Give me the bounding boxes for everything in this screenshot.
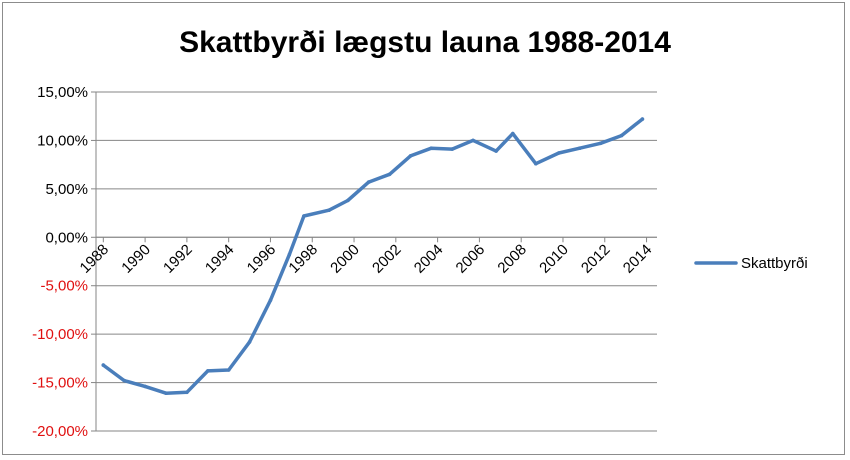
y-tick-label: 10,00%: [37, 132, 88, 149]
chart-title: Skattbyrði lægstu launa 1988-2014: [179, 26, 671, 59]
x-tick-label: 1988: [77, 241, 113, 277]
data-point: [122, 378, 126, 383]
y-tick-label: 0,00%: [45, 229, 88, 246]
x-tick-label: 2006: [453, 241, 489, 277]
x-tick-label: 2010: [536, 241, 572, 277]
x-tick-label: 2012: [578, 241, 614, 277]
y-tick-label: 15,00%: [37, 84, 88, 101]
x-tick-label: 1992: [160, 241, 196, 277]
data-point: [598, 141, 603, 146]
x-tick-label: 2004: [411, 241, 447, 277]
data-point: [302, 214, 306, 218]
y-tick-label: -5,00%: [40, 278, 88, 295]
data-point: [577, 146, 582, 150]
data-point: [206, 369, 210, 373]
legend: Skattbyrði: [694, 255, 808, 272]
data-point: [471, 138, 475, 143]
data-point: [268, 298, 273, 303]
data-point: [346, 198, 350, 203]
data-point: [619, 133, 624, 138]
y-tick-label: 5,00%: [45, 181, 88, 198]
data-point: [101, 363, 106, 367]
x-tick-label: 1994: [202, 241, 238, 277]
x-tick-label: 1990: [118, 241, 154, 277]
y-tick-label: -10,00%: [32, 326, 88, 343]
y-tick-label: -15,00%: [32, 375, 88, 392]
y-tick-label: -20,00%: [32, 423, 88, 440]
data-point: [450, 147, 455, 151]
x-tick-label: 2000: [327, 241, 363, 277]
data-point: [387, 172, 392, 177]
data-point: [640, 117, 645, 121]
data-point: [366, 180, 371, 184]
x-tick-label: 2008: [494, 241, 530, 277]
data-point: [287, 252, 292, 257]
data-point: [511, 131, 515, 136]
data-point: [247, 340, 252, 344]
chart-frame: [2, 2, 845, 455]
data-point: [327, 208, 331, 212]
x-tick-label: 2014: [620, 241, 656, 277]
data-point: [429, 146, 434, 150]
data-point: [164, 391, 168, 396]
data-point: [408, 154, 413, 158]
data-point: [143, 384, 147, 389]
legend-label: Skattbyrði: [741, 255, 808, 272]
data-point: [534, 161, 538, 166]
data-point: [226, 368, 231, 372]
data-point: [494, 149, 498, 153]
x-tick-label: 1996: [244, 241, 280, 277]
data-point: [185, 390, 189, 395]
x-tick-label: 2002: [369, 241, 405, 277]
data-point: [557, 151, 561, 155]
